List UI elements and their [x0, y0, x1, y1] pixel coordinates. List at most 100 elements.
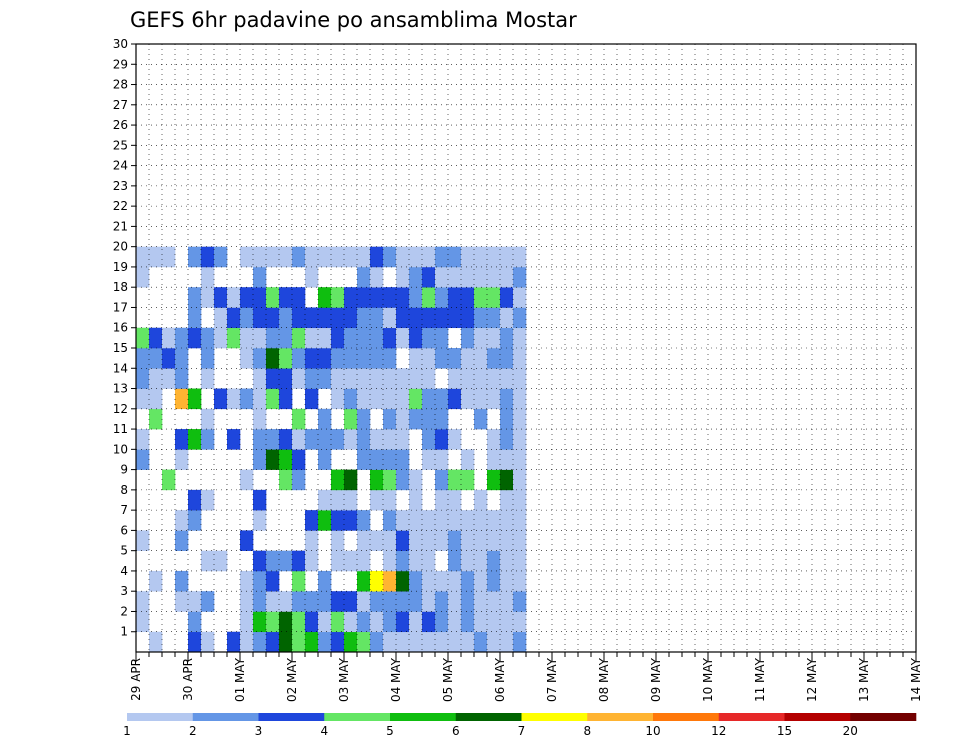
y-tick-label: 23: [113, 179, 128, 193]
heatmap-cell: [500, 429, 514, 450]
heatmap-cell: [422, 429, 436, 450]
colorbar-swatch: [455, 713, 522, 721]
heatmap-cell: [513, 570, 527, 592]
y-tick-label: 24: [113, 159, 128, 173]
colorbar-swatch: [718, 713, 785, 721]
heatmap-cell: [409, 408, 423, 430]
heatmap-cell: [487, 510, 501, 531]
y-tick-label: 1: [120, 625, 128, 639]
heatmap-cell: [461, 368, 475, 389]
heatmap-cell: [513, 307, 527, 329]
heatmap-cell: [461, 510, 475, 531]
heatmap-cell: [396, 530, 410, 551]
heatmap-cell: [253, 266, 267, 288]
heatmap-cell: [253, 550, 267, 572]
heatmap-cell: [448, 246, 462, 268]
y-tick-label: 22: [113, 199, 128, 213]
heatmap-cell: [487, 246, 501, 268]
heatmap-cell: [201, 327, 215, 349]
heatmap-cell: [383, 348, 397, 369]
heatmap-cell: [474, 510, 488, 531]
x-axis: 29 APR 30 APR 01 MAY 02 MAY 03 MAY 04 MAY 05 M…: [129, 652, 923, 702]
heatmap-cell: [344, 611, 358, 633]
heatmap-cell: [357, 388, 371, 410]
heatmap-cell: [279, 449, 293, 470]
heatmap-cell: [318, 489, 332, 511]
heatmap-cell: [149, 348, 163, 369]
heatmap-cell: [279, 591, 293, 612]
colorbar-swatch: [653, 713, 720, 721]
heatmap-cell: [370, 348, 384, 369]
heatmap-cell: [292, 550, 306, 572]
heatmap-cell: [461, 591, 475, 612]
heatmap-cell: [461, 530, 475, 551]
heatmap-cell: [292, 570, 306, 592]
heatmap-cell: [370, 388, 384, 410]
heatmap-cell: [474, 368, 488, 389]
heatmap-cell: [513, 327, 527, 349]
heatmap-cell: [279, 307, 293, 329]
colorbar-label: 15: [777, 724, 792, 738]
heatmap-cell: [474, 631, 488, 653]
heatmap-cell: [175, 570, 189, 592]
y-tick-label: 19: [113, 260, 128, 274]
heatmap-cell: [201, 287, 215, 308]
heatmap-cell: [357, 307, 371, 329]
colorbar-swatch: [850, 713, 917, 721]
heatmap-cell: [266, 550, 280, 572]
heatmap-cell: [266, 611, 280, 633]
heatmap-cell: [188, 591, 202, 612]
heatmap-cell: [188, 611, 202, 633]
heatmap-cell: [344, 327, 358, 349]
heatmap-cell: [175, 510, 189, 531]
heatmap-cell: [279, 429, 293, 450]
colorbar-swatch: [192, 713, 259, 721]
heatmap-cell: [448, 266, 462, 288]
heatmap-cell: [162, 348, 176, 369]
heatmap-cell: [357, 287, 371, 308]
heatmap-cell: [370, 246, 384, 268]
heatmap-cell: [344, 408, 358, 430]
heatmap-cell: [136, 611, 150, 633]
heatmap-cell: [136, 266, 150, 288]
heatmap-cell: [305, 611, 319, 633]
heatmap-cell: [500, 570, 514, 592]
heatmap-cell: [409, 530, 423, 551]
y-tick-label: 28: [113, 78, 128, 92]
heatmap-cell: [487, 449, 501, 470]
heatmap-cell: [201, 429, 215, 450]
heatmap-cell: [422, 449, 436, 470]
heatmap-cell: [253, 570, 267, 592]
heatmap-cell: [435, 469, 449, 491]
heatmap-cell: [500, 530, 514, 551]
grid-lines: [136, 44, 916, 652]
heatmap-cell: [227, 631, 241, 653]
heatmap-cell: [461, 388, 475, 410]
heatmap-cell: [461, 469, 475, 491]
heatmap-cell: [318, 429, 332, 450]
heatmap-cell: [344, 591, 358, 612]
heatmap-cell: [162, 246, 176, 268]
heatmap-cell: [305, 510, 319, 531]
heatmap-cell: [435, 631, 449, 653]
heatmap-cell: [513, 611, 527, 633]
heatmap-cell: [383, 307, 397, 329]
y-tick-label: 30: [113, 37, 128, 51]
heatmap-cell: [318, 591, 332, 612]
heatmap-cell: [435, 530, 449, 551]
heatmap-cell: [513, 510, 527, 531]
heatmap-cell: [318, 348, 332, 369]
heatmap-cell: [500, 631, 514, 653]
heatmap-cell: [344, 631, 358, 653]
heatmap-cell: [305, 266, 319, 288]
heatmap-cell: [396, 510, 410, 531]
x-date-label: 07 MAY: [545, 657, 559, 702]
heatmap-cell: [266, 388, 280, 410]
heatmap-cell: [149, 246, 163, 268]
colorbar-label: 5: [386, 724, 394, 738]
heatmap-cell: [513, 266, 527, 288]
heatmap-cell: [227, 327, 241, 349]
heatmap-cell: [513, 631, 527, 653]
heatmap-cell: [279, 368, 293, 389]
